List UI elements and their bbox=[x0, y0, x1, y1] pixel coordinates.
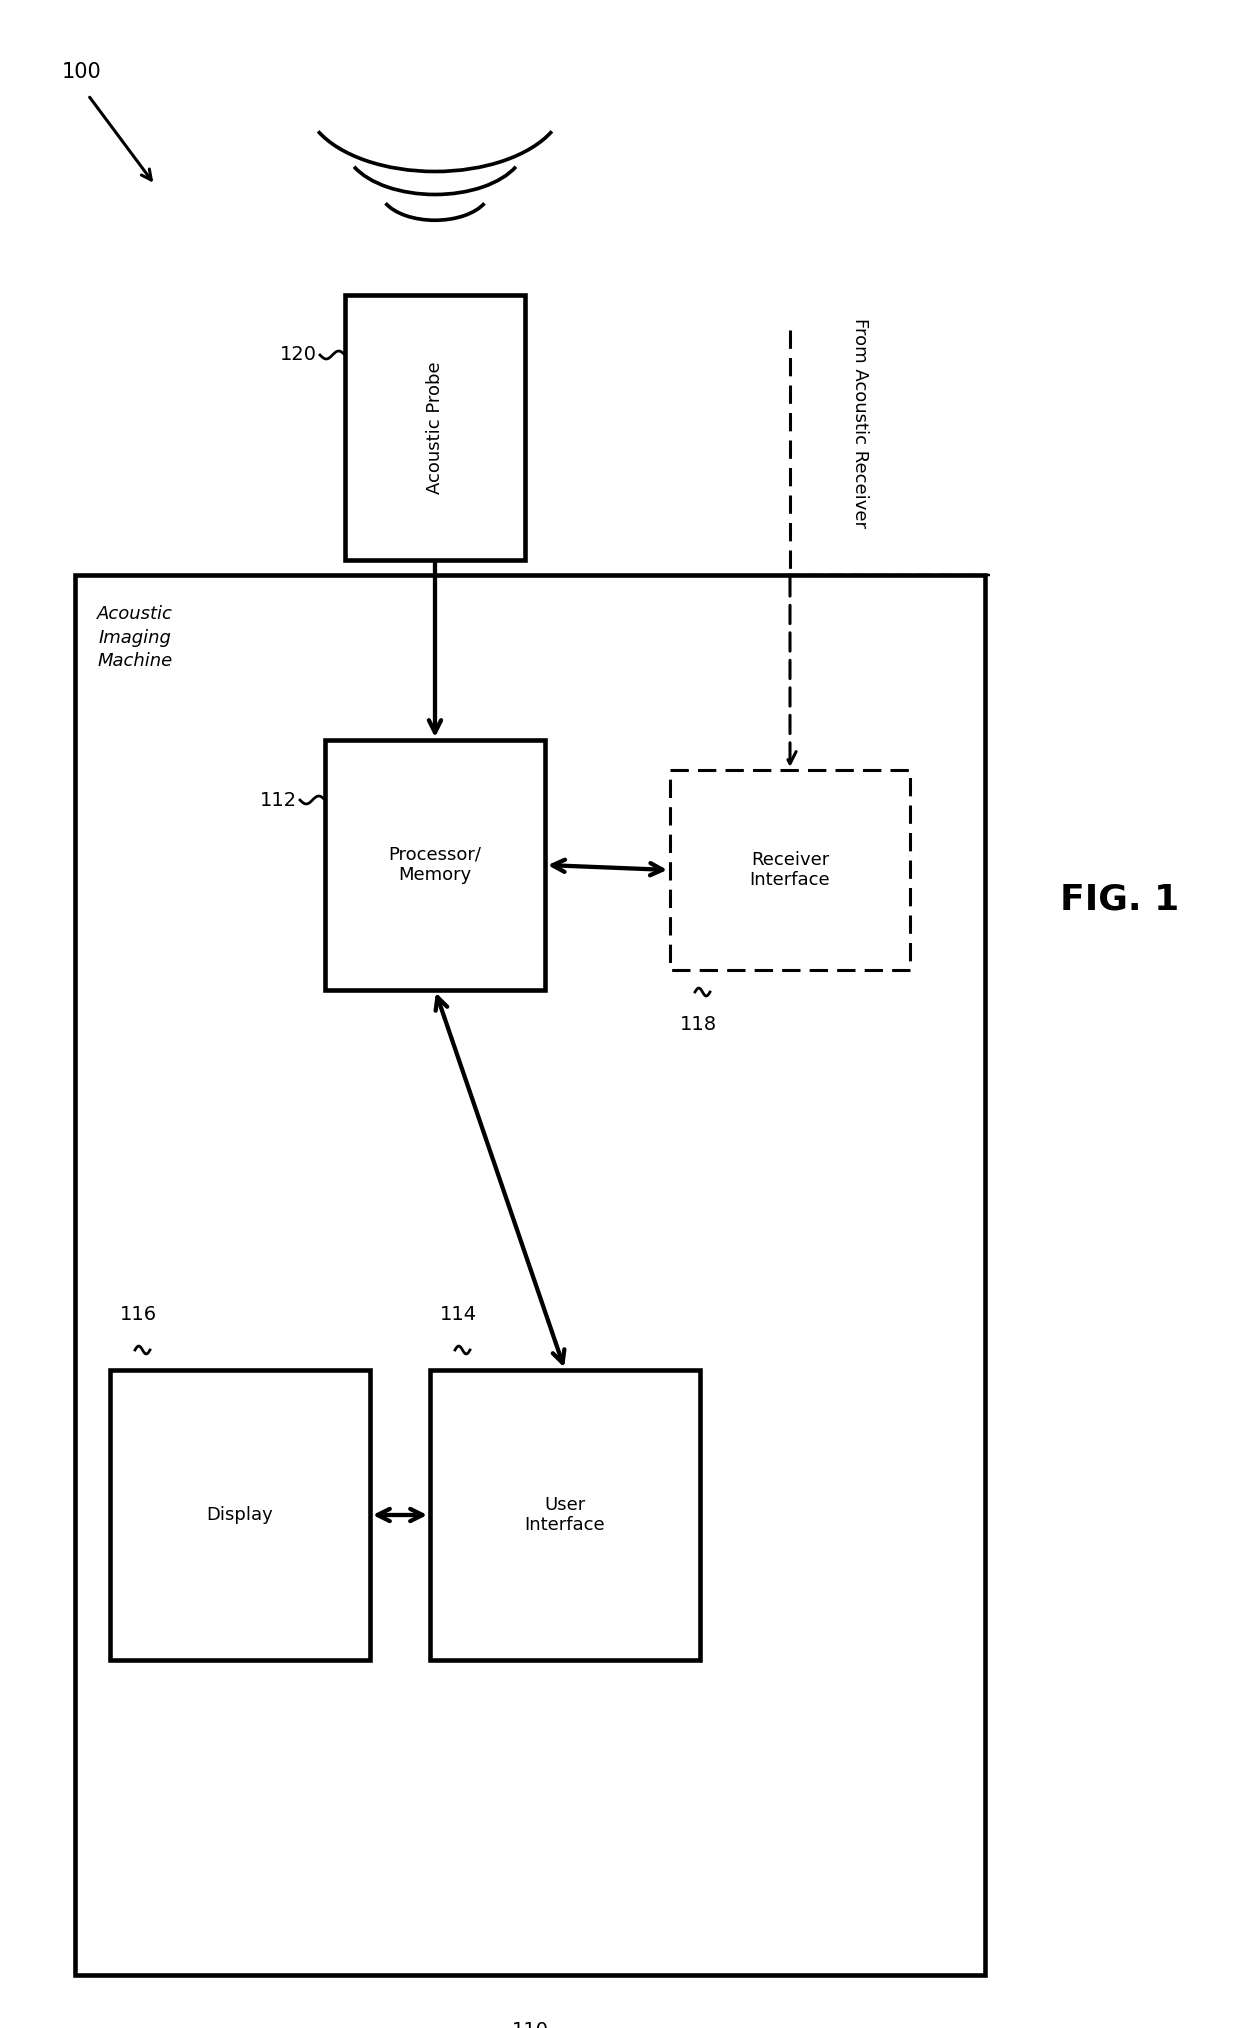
Text: Processor/
Memory: Processor/ Memory bbox=[388, 846, 481, 884]
Bar bbox=[325, 740, 546, 990]
Text: User
Interface: User Interface bbox=[525, 1495, 605, 1535]
Text: 110: 110 bbox=[511, 2020, 548, 2028]
Text: 118: 118 bbox=[680, 1016, 717, 1034]
Bar bbox=[670, 771, 910, 969]
Text: From Acoustic Receiver: From Acoustic Receiver bbox=[851, 318, 869, 527]
Text: 112: 112 bbox=[260, 791, 298, 809]
Text: 100: 100 bbox=[62, 63, 102, 81]
Text: 116: 116 bbox=[120, 1306, 157, 1324]
Bar bbox=[430, 1371, 701, 1661]
Text: Display: Display bbox=[207, 1507, 273, 1523]
Bar bbox=[345, 294, 525, 560]
Text: Receiver
Interface: Receiver Interface bbox=[750, 850, 831, 890]
Text: Acoustic Probe: Acoustic Probe bbox=[427, 361, 444, 493]
Text: Acoustic
Imaging
Machine: Acoustic Imaging Machine bbox=[97, 604, 172, 669]
Bar bbox=[74, 576, 985, 1975]
Text: 114: 114 bbox=[440, 1306, 477, 1324]
Bar bbox=[110, 1371, 370, 1661]
Text: 120: 120 bbox=[280, 345, 317, 365]
Text: FIG. 1: FIG. 1 bbox=[1060, 882, 1179, 917]
